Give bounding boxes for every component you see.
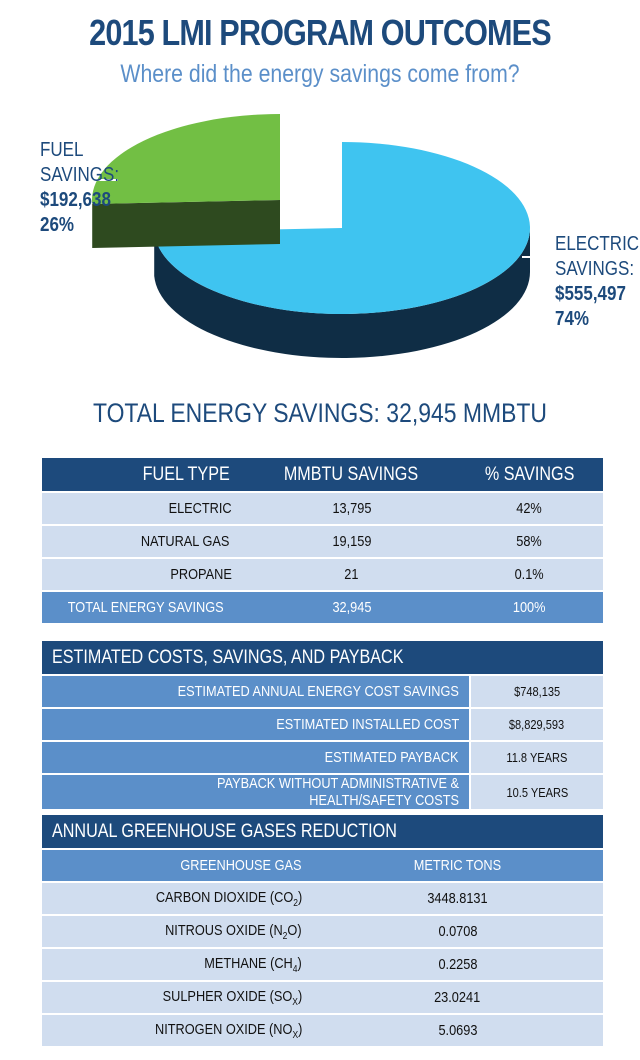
table-row: PAYBACK WITHOUT ADMINISTRATIVE & HEALTH/… xyxy=(42,774,603,811)
cost-value: 11.8 YEARS xyxy=(506,750,568,765)
fuel-label-line2: SAVINGS: xyxy=(40,164,120,186)
metric-tons: 0.0708 xyxy=(437,923,477,940)
electric-slice-side xyxy=(154,228,531,358)
cost-value: $748,135 xyxy=(513,684,561,699)
electric-label: ELECTRIC SAVINGS: $555,497 74% xyxy=(555,232,639,332)
gas-name: SULPHER OXIDE (SOX) xyxy=(162,987,302,1008)
percent-savings: 0.1% xyxy=(514,566,545,583)
total-energy-savings: TOTAL ENERGY SAVINGS: 32,945 MMBTU xyxy=(92,398,548,428)
electric-label-line1: ELECTRIC xyxy=(555,233,640,255)
costs-table: ESTIMATED COSTS, SAVINGS, AND PAYBACK ES… xyxy=(42,641,603,811)
costs-title: ESTIMATED COSTS, SAVINGS, AND PAYBACK xyxy=(52,646,404,668)
cost-label: ESTIMATED INSTALLED COST xyxy=(275,716,459,733)
header-percent-savings: % SAVINGS xyxy=(484,463,575,485)
metric-tons: 5.0693 xyxy=(437,1022,477,1039)
pie-chart xyxy=(88,114,550,358)
mmbtu-savings: 19,159 xyxy=(331,533,371,550)
ghg-title: ANNUAL GREENHOUSE GASES REDUCTION xyxy=(52,820,397,842)
electric-percent: 74% xyxy=(555,308,590,330)
table-row: CARBON DIOXIDE (CO2) 3448.8131 xyxy=(42,882,603,916)
total-percent: 100% xyxy=(513,599,546,616)
electric-label-line2: SAVINGS: xyxy=(555,258,635,280)
gas-name: METHANE (CH4) xyxy=(204,954,302,975)
mmbtu-savings: 21 xyxy=(344,566,359,583)
cost-value: 10.5 YEARS xyxy=(506,784,568,800)
header-greenhouse-gas: GREENHOUSE GAS xyxy=(180,857,302,874)
fuel-label-line1: FUEL xyxy=(40,139,84,161)
gas-name: NITROGEN OXIDE (NOX) xyxy=(154,1020,302,1041)
table-row: NITROUS OXIDE (N2O) 0.0708 xyxy=(42,915,603,949)
table-row: ELECTRIC 13,795 42% xyxy=(42,492,603,526)
header-fuel-type: FUEL TYPE xyxy=(142,463,230,485)
table-total-row: TOTAL ENERGY SAVINGS 32,945 100% xyxy=(42,591,603,625)
table-row: SULPHER OXIDE (SOX) 23.0241 xyxy=(42,981,603,1015)
header-metric-tons: METRIC TONS xyxy=(413,857,502,874)
table-header-row: FUEL TYPE MMBTU SAVINGS % SAVINGS xyxy=(42,458,603,493)
fuel-type: ELECTRIC xyxy=(168,500,232,517)
metric-tons: 3448.8131 xyxy=(427,890,488,907)
electric-slice xyxy=(154,142,531,314)
table-row: ESTIMATED PAYBACK 11.8 YEARS xyxy=(42,741,603,775)
metric-tons: 23.0241 xyxy=(434,989,481,1006)
fuel-label: FUEL SAVINGS: $192,638 26% xyxy=(40,138,119,238)
table-row: NATURAL GAS 19,159 58% xyxy=(42,525,603,559)
fuel-slice-side xyxy=(92,200,281,249)
cost-label: ESTIMATED PAYBACK xyxy=(325,749,459,766)
page-subtitle: Where did the energy savings come from? xyxy=(120,60,520,88)
table-row: ESTIMATED INSTALLED COST $8,829,593 xyxy=(42,708,603,742)
fuel-value: $192,638 xyxy=(40,189,111,211)
fuel-slice xyxy=(91,114,280,205)
cost-label: ESTIMATED ANNUAL ENERGY COST SAVINGS xyxy=(177,683,459,700)
electric-value: $555,497 xyxy=(555,283,626,305)
header-mmbtu-savings: MMBTU SAVINGS xyxy=(284,463,419,485)
percent-savings: 42% xyxy=(516,500,543,517)
page-title: 2015 LMI PROGRAM OUTCOMES xyxy=(89,12,551,53)
ghg-table: ANNUAL GREENHOUSE GASES REDUCTION GREENH… xyxy=(42,815,603,1048)
table-row: PROPANE 21 0.1% xyxy=(42,558,603,592)
cost-label: PAYBACK WITHOUT ADMINISTRATIVE & HEALTH/… xyxy=(216,775,459,809)
gas-name: NITROUS OXIDE (N2O) xyxy=(165,921,302,942)
table-row: ESTIMATED ANNUAL ENERGY COST SAVINGS $74… xyxy=(42,675,603,709)
table-row: METHANE (CH4) 0.2258 xyxy=(42,948,603,982)
metric-tons: 0.2258 xyxy=(437,956,477,973)
gas-name: CARBON DIOXIDE (CO2) xyxy=(155,888,302,909)
fuel-type-table: FUEL TYPE MMBTU SAVINGS % SAVINGS ELECTR… xyxy=(42,458,603,625)
total-label: TOTAL ENERGY SAVINGS xyxy=(67,599,224,616)
fuel-percent: 26% xyxy=(40,214,75,236)
mmbtu-savings: 13,795 xyxy=(331,500,371,517)
fuel-type: PROPANE xyxy=(170,566,232,583)
total-mmbtu: 32,945 xyxy=(331,599,371,616)
fuel-type: NATURAL GAS xyxy=(140,533,230,550)
percent-savings: 58% xyxy=(516,533,543,550)
table-row: NITROGEN OXIDE (NOX) 5.0693 xyxy=(42,1014,603,1048)
cost-value: $8,829,593 xyxy=(509,717,565,732)
ghg-header-row: GREENHOUSE GAS METRIC TONS xyxy=(42,849,603,883)
